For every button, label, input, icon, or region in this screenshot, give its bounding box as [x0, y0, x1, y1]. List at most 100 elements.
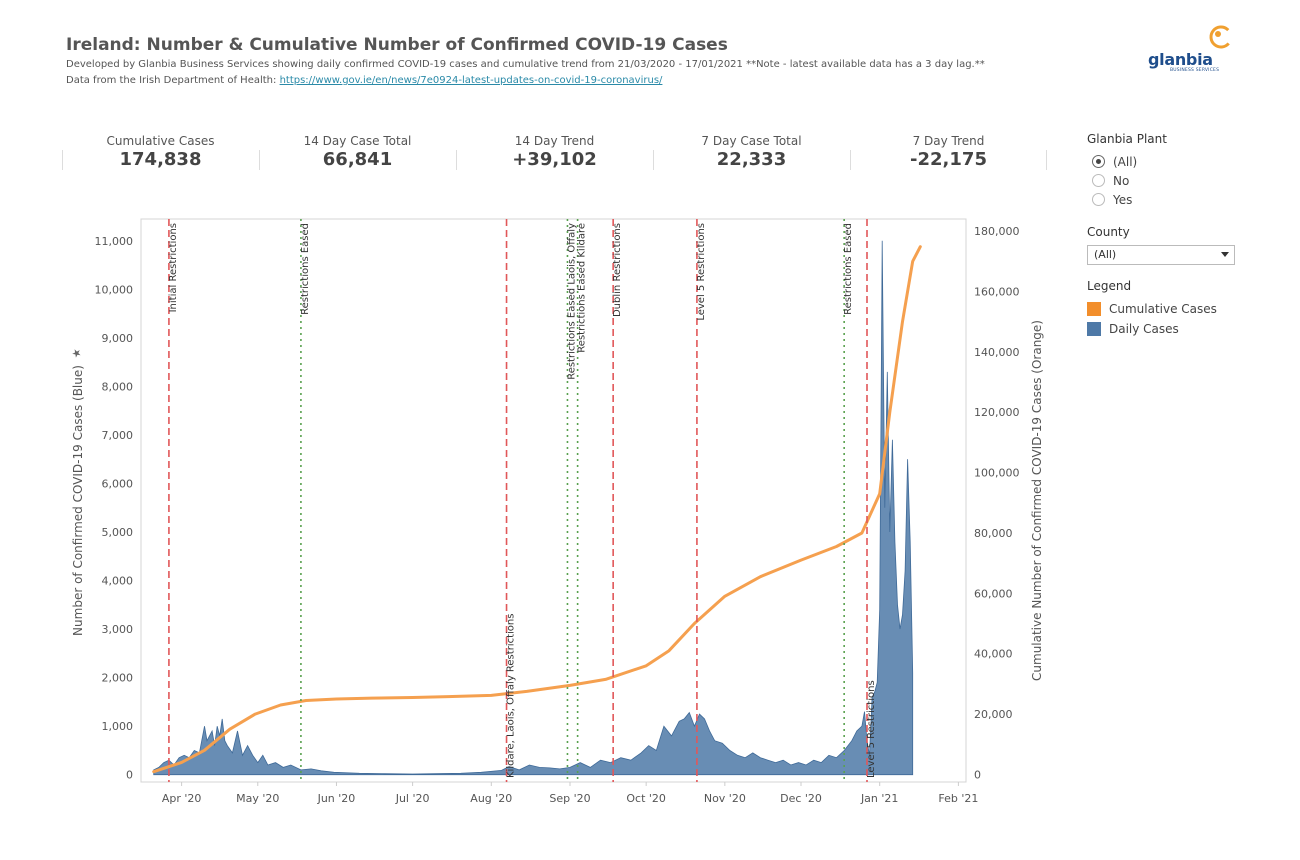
radio-label: Yes: [1113, 192, 1133, 207]
kpi-value: +39,102: [512, 149, 597, 170]
legend-title: Legend: [1087, 279, 1132, 293]
radio-label: No: [1113, 173, 1130, 188]
event-label: Restrictions Eased: [300, 223, 311, 315]
daily-cases-area: [153, 240, 914, 776]
y2-tick-label: 80,000: [974, 527, 1013, 540]
y2-tick-label: 100,000: [974, 467, 1020, 480]
kpi-cumulative-cases: Cumulative Cases 174,838: [62, 132, 259, 174]
kpi-label: 7 Day Trend: [912, 134, 985, 148]
logo-wordmark: glanbia: [1148, 50, 1213, 69]
y2-tick-label: 20,000: [974, 708, 1013, 721]
y-tick-label: 8,000: [102, 380, 134, 393]
y-tick-label: 9,000: [102, 332, 134, 345]
y2-tick-label: 40,000: [974, 648, 1013, 661]
x-tick-label: May '20: [236, 792, 279, 805]
kpi-14-day-trend: 14 Day Trend +39,102: [456, 132, 653, 174]
legend-swatch-blue: [1087, 322, 1101, 336]
x-tick-label: Dec '20: [780, 792, 822, 805]
radio-icon[interactable]: [1092, 174, 1105, 187]
glanbia-logo: glanbia BUSINESS SERVICES: [1146, 24, 1236, 74]
kpi-divider: [62, 150, 63, 170]
county-filter-title: County: [1087, 225, 1130, 239]
x-tick-label: Sep '20: [549, 792, 590, 805]
pin-icon: ★: [69, 345, 85, 361]
kpi-value: 22,333: [716, 149, 787, 170]
event-label: Kildare, Laois, Offaly Restrictions: [506, 614, 517, 778]
y-tick-label: 7,000: [102, 429, 134, 442]
y2-tick-label: 160,000: [974, 285, 1020, 298]
plant-option-yes[interactable]: Yes: [1087, 190, 1237, 209]
county-select[interactable]: (All): [1087, 245, 1235, 265]
legend-label: Cumulative Cases: [1109, 302, 1217, 316]
kpi-value: -22,175: [910, 149, 987, 170]
plant-filter-title: Glanbia Plant: [1087, 132, 1167, 146]
x-tick-label: Nov '20: [704, 792, 746, 805]
y-tick-label: 4,000: [102, 575, 134, 588]
x-tick-label: Aug '20: [470, 792, 512, 805]
data-source: Data from the Irish Department of Health…: [66, 75, 662, 86]
cumulative-cases-line: [152, 245, 922, 774]
data-source-link[interactable]: https://www.gov.ie/en/news/7e0924-latest…: [279, 75, 663, 86]
event-label: Dublin Restrictions: [612, 223, 623, 317]
county-select-value: (All): [1094, 248, 1117, 261]
kpi-label: Cumulative Cases: [106, 134, 215, 148]
chevron-down-icon[interactable]: [1221, 252, 1229, 257]
radio-selected-icon[interactable]: [1092, 155, 1105, 168]
event-label: Initial Restrictions: [168, 223, 179, 312]
kpi-divider: [1046, 150, 1047, 170]
legend-item-cumulative[interactable]: Cumulative Cases: [1087, 299, 1237, 319]
y-tick-label: 10,000: [95, 283, 134, 296]
x-tick-label: Oct '20: [626, 792, 666, 805]
y2-tick-label: 140,000: [974, 346, 1020, 359]
y2-axis-title: Cumulative Number of Confirmed COVID-19 …: [1030, 320, 1044, 681]
x-tick-label: Apr '20: [162, 792, 202, 805]
y-tick-label: 0: [126, 769, 133, 782]
kpi-value: 66,841: [322, 149, 393, 170]
x-tick-label: Jul '20: [395, 792, 430, 805]
y-tick-label: 1,000: [102, 720, 134, 733]
kpi-label: 7 Day Case Total: [701, 134, 802, 148]
kpi-7-day-total: 7 Day Case Total 22,333: [653, 132, 850, 174]
plant-option-all[interactable]: (All): [1087, 152, 1237, 171]
filter-panel: Glanbia Plant (All) No Yes County (All) …: [1087, 132, 1237, 339]
sun-mark-icon: [1209, 25, 1233, 49]
kpi-divider: [456, 150, 457, 170]
kpi-14-day-total: 14 Day Case Total 66,841: [259, 132, 456, 174]
kpi-divider: [653, 150, 654, 170]
legend-label: Daily Cases: [1109, 322, 1179, 336]
kpi-divider: [259, 150, 260, 170]
x-tick-label: Jun '20: [317, 792, 356, 805]
page-subtitle: Developed by Glanbia Business Services s…: [66, 59, 985, 70]
page-title: Ireland: Number & Cumulative Number of C…: [66, 35, 728, 55]
kpi-label: 14 Day Case Total: [303, 134, 412, 148]
x-tick-label: Jan '21: [860, 792, 898, 805]
kpi-row: Cumulative Cases 174,838 14 Day Case Tot…: [62, 132, 1047, 174]
y-tick-label: 3,000: [102, 623, 134, 636]
y2-tick-label: 120,000: [974, 406, 1020, 419]
kpi-label: 14 Day Trend: [514, 134, 595, 148]
y2-tick-label: 60,000: [974, 587, 1013, 600]
y-tick-label: 2,000: [102, 672, 134, 685]
y-tick-label: 6,000: [102, 478, 134, 491]
y2-tick-label: 0: [974, 768, 981, 781]
x-tick-label: Feb '21: [938, 792, 978, 805]
legend-item-daily[interactable]: Daily Cases: [1087, 319, 1237, 339]
event-label: Level 5 Restrictions: [696, 223, 707, 321]
kpi-7-day-trend: 7 Day Trend -22,175: [850, 132, 1047, 174]
data-source-prefix: Data from the Irish Department of Health…: [66, 75, 280, 86]
event-label: Restrictions Eased Kildare: [577, 223, 588, 353]
radio-label: (All): [1113, 154, 1138, 169]
event-label: Restrictions Eased: [843, 223, 854, 315]
radio-icon[interactable]: [1092, 193, 1105, 206]
kpi-divider: [850, 150, 851, 170]
kpi-value: 174,838: [119, 149, 202, 170]
legend-swatch-orange: [1087, 302, 1101, 316]
y2-tick-label: 180,000: [974, 225, 1020, 238]
event-label: Restrictions Eased Laois, Offaly: [566, 223, 577, 380]
y-tick-label: 5,000: [102, 526, 134, 539]
event-label: Level 5 Restrictions: [866, 680, 877, 778]
plant-option-no[interactable]: No: [1087, 171, 1237, 190]
y-axis-title: Number of Confirmed COVID-19 Cases (Blue…: [71, 365, 85, 636]
logo-subtitle: BUSINESS SERVICES: [1170, 68, 1220, 73]
